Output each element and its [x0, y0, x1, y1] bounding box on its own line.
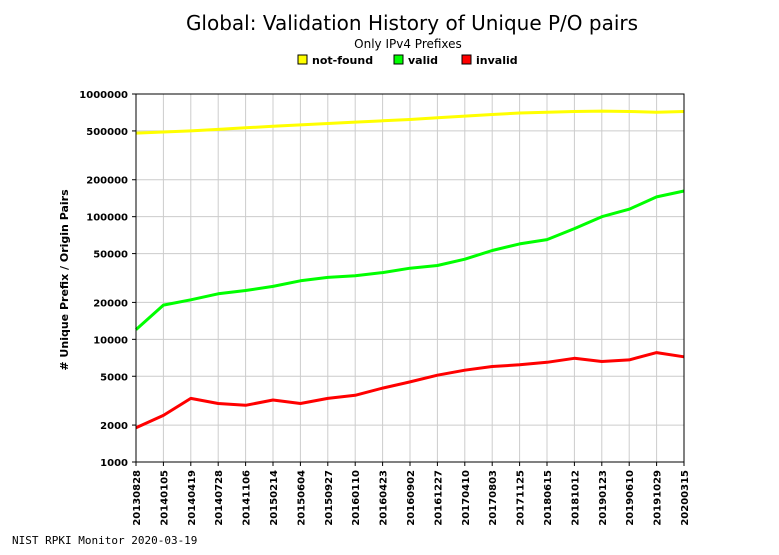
- legend-swatch-not-found: [297, 54, 308, 65]
- chart-legend: not-found valid invalid: [297, 54, 518, 67]
- x-axis-ticks: 20130828 20140105 20140419 20140728 20141106…: [132, 462, 691, 526]
- legend-label-valid: valid: [408, 54, 438, 67]
- y-tick-label: 10000: [93, 335, 128, 346]
- series-line-invalid: [135, 351, 685, 430]
- x-tick-label: 20150927: [324, 470, 335, 526]
- y-axis-ticks: 1000 2000 5000 10000 20000 50000 100000 200000 5…: [79, 90, 136, 469]
- x-tick-label: 20150214: [269, 470, 280, 526]
- x-tick-label: 20160902: [406, 470, 417, 526]
- legend-swatch-valid: [393, 54, 404, 65]
- x-tick-label: 20160110: [351, 470, 362, 526]
- x-tick-label: 20181012: [570, 470, 581, 526]
- x-tick-label: 20150604: [296, 470, 307, 526]
- y-tick-label: 20000: [93, 298, 128, 309]
- y-tick-label: 1000000: [79, 90, 128, 101]
- y-tick-label: 2000: [100, 421, 128, 432]
- series-layer: [135, 109, 685, 430]
- x-tick-label: 20161227: [433, 470, 444, 526]
- y-tick-label: 1000: [100, 458, 128, 469]
- x-tick-label: 20191029: [653, 470, 664, 526]
- y-tick-label: 5000: [100, 372, 128, 383]
- y-tick-label: 100000: [86, 213, 128, 224]
- x-tick-label: 20171125: [516, 470, 527, 526]
- legend-label-not-found: not-found: [312, 54, 373, 67]
- footer-credit: NIST RPKI Monitor 2020-03-19: [12, 534, 198, 547]
- x-tick-label: 20170803: [488, 470, 499, 526]
- series-line-valid: [135, 189, 685, 331]
- y-axis-label: # Unique Prefix / Origin Pairs: [58, 189, 71, 371]
- y-tick-label: 200000: [86, 176, 128, 187]
- grid-lines: [135, 93, 685, 463]
- series-line-not-found: [135, 109, 685, 135]
- x-tick-label: 20140419: [187, 470, 198, 526]
- y-tick-label: 50000: [93, 250, 128, 261]
- x-tick-label: 20190123: [598, 470, 609, 526]
- x-tick-label: 20160423: [379, 470, 390, 526]
- x-tick-label: 20190610: [625, 470, 636, 526]
- chart-subtitle: Only IPv4 Prefixes: [354, 37, 462, 51]
- x-tick-label: 20200315: [680, 470, 691, 526]
- x-tick-label: 20180615: [543, 470, 554, 526]
- x-tick-label: 20140728: [214, 470, 225, 526]
- x-tick-label: 20141106: [242, 470, 253, 526]
- legend-label-invalid: invalid: [476, 54, 518, 67]
- chart-title: Global: Validation History of Unique P/O…: [186, 11, 638, 35]
- x-tick-label: 20170410: [461, 470, 472, 526]
- y-tick-label: 500000: [86, 127, 128, 138]
- x-tick-label: 20140105: [159, 470, 170, 526]
- x-tick-label: 20130828: [132, 470, 143, 526]
- legend-swatch-invalid: [461, 54, 472, 65]
